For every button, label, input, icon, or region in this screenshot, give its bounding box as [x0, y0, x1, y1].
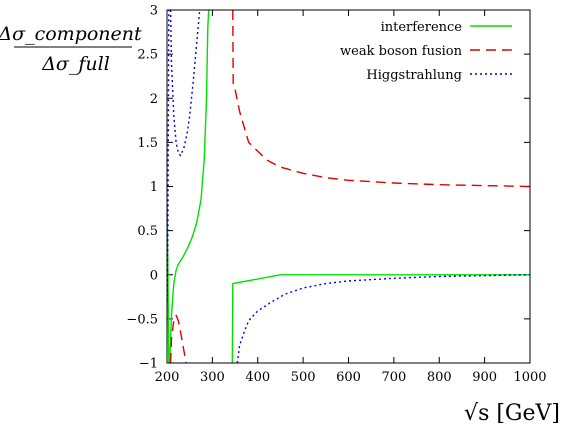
y-axis-label-numerator: Δσ_component	[0, 23, 142, 45]
x-tick-label: 900	[472, 370, 497, 385]
legend-label-higgstrahlung: Higgstrahlung	[366, 68, 462, 83]
plot-frame	[166, 9, 531, 364]
y-tick-label: 1	[150, 180, 158, 195]
series-line-higgstrahlung	[167, 10, 170, 302]
y-tick-label: 3	[150, 4, 158, 19]
x-tick-label: 300	[200, 370, 225, 385]
y-tick-label: 0	[150, 268, 158, 283]
x-tick-label: 600	[336, 370, 361, 385]
series-line-interference	[231, 274, 530, 363]
y-tick-label: 2	[150, 92, 158, 107]
axis-ticks: 200 300 400 500 600 700 800 900 1000 −1 −0.5 0 0.5 1 1…	[126, 4, 546, 386]
legend-label-weak-boson-fusion: weak boson fusion	[340, 44, 463, 59]
y-tick-label: 0.5	[137, 224, 158, 239]
series-line-higgstrahlung	[169, 10, 201, 157]
y-tick-label: 2.5	[137, 48, 158, 63]
x-tick-label: 700	[381, 370, 406, 385]
series-line-weak-boson-fusion	[169, 314, 187, 363]
x-tick-label: 800	[427, 370, 452, 385]
y-tick-label: −0.5	[126, 312, 158, 327]
x-tick-label: 400	[245, 370, 270, 385]
x-tick-label: 200	[155, 370, 180, 385]
x-tick-label: 500	[291, 370, 316, 385]
legend: interference weak boson fusion Higgstrahlu…	[340, 20, 512, 83]
legend-label-interference: interference	[381, 20, 463, 35]
y-tick-label: −1	[139, 357, 158, 372]
x-tick-label: 1000	[513, 370, 546, 385]
y-axis-label: Δσ_component Δσ_full	[0, 23, 142, 75]
series-group	[167, 10, 530, 363]
y-tick-label: 1.5	[137, 136, 158, 151]
x-axis-label: √s [GeV]	[464, 401, 560, 426]
series-line-weak-boson-fusion	[232, 10, 530, 188]
y-axis-label-denominator: Δσ_full	[41, 53, 110, 75]
series-line-higgstrahlung	[236, 274, 530, 363]
series-line-interference	[169, 10, 210, 363]
